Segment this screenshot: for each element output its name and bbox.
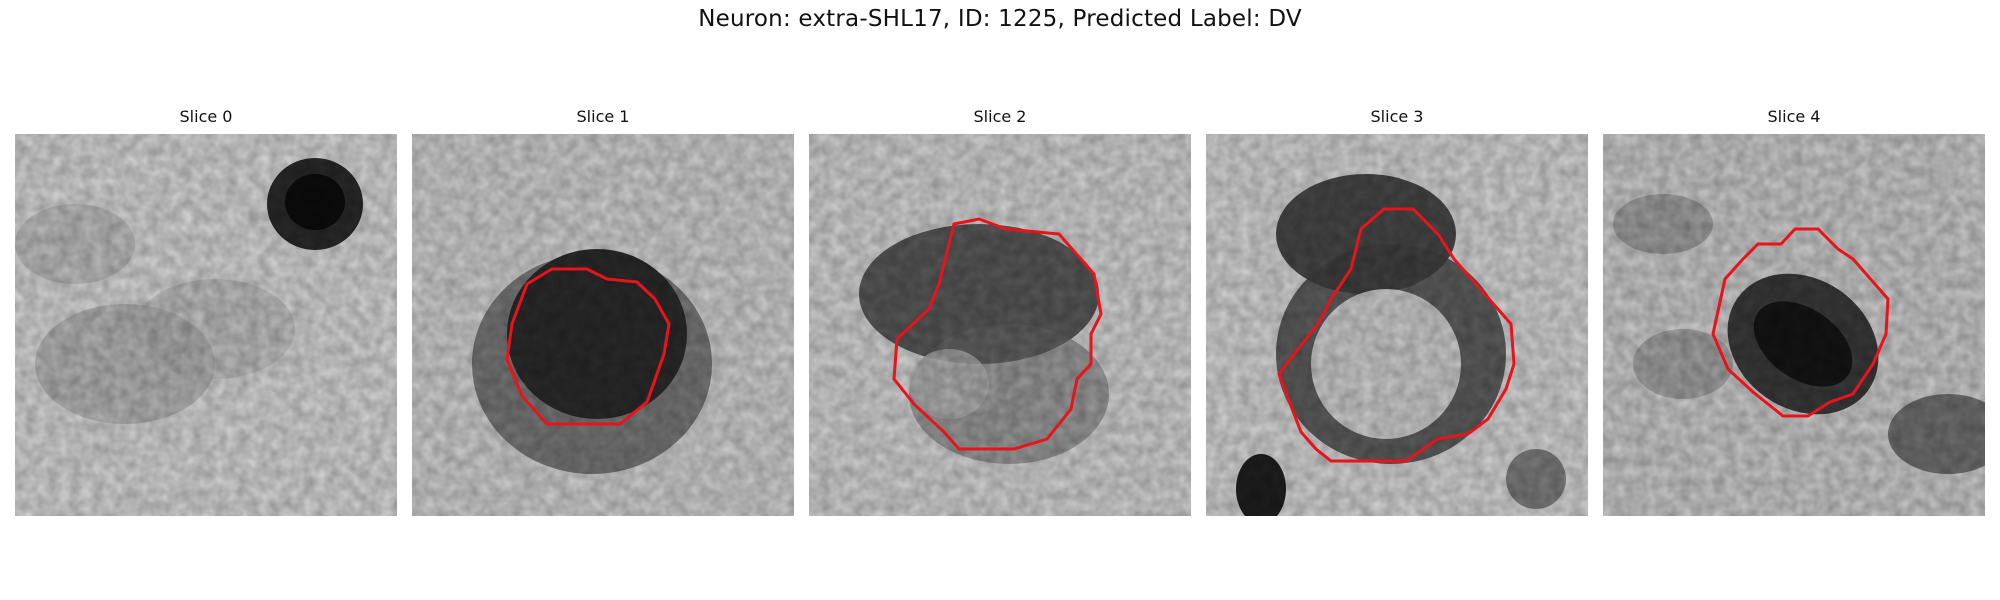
slice-image-4	[1603, 134, 1985, 516]
slice-title-4: Slice 4	[1767, 107, 1821, 126]
slice-image-1	[412, 134, 794, 516]
segmentation-contour	[1277, 207, 1516, 463]
slice-title-1: Slice 1	[576, 107, 630, 126]
slice-panel-3: Slice 3	[1206, 106, 1588, 516]
figure-title: Neuron: extra-SHL17, ID: 1225, Predicted…	[698, 6, 1302, 32]
slice-panel-1: Slice 1	[412, 106, 794, 516]
slice-image-2	[809, 134, 1191, 516]
slice-panel-2: Slice 2	[809, 106, 1191, 516]
slice-title-0: Slice 0	[179, 107, 233, 126]
segmentation-contour	[1711, 227, 1890, 418]
slice-title-3: Slice 3	[1370, 107, 1424, 126]
slice-image-3	[1206, 134, 1588, 516]
slice-image-0	[15, 134, 397, 516]
slice-panel-4: Slice 4	[1603, 106, 1985, 516]
segmentation-contour	[892, 217, 1103, 451]
slice-title-2: Slice 2	[973, 107, 1027, 126]
segmentation-contour	[505, 267, 671, 426]
slice-panel-0: Slice 0	[15, 106, 397, 516]
